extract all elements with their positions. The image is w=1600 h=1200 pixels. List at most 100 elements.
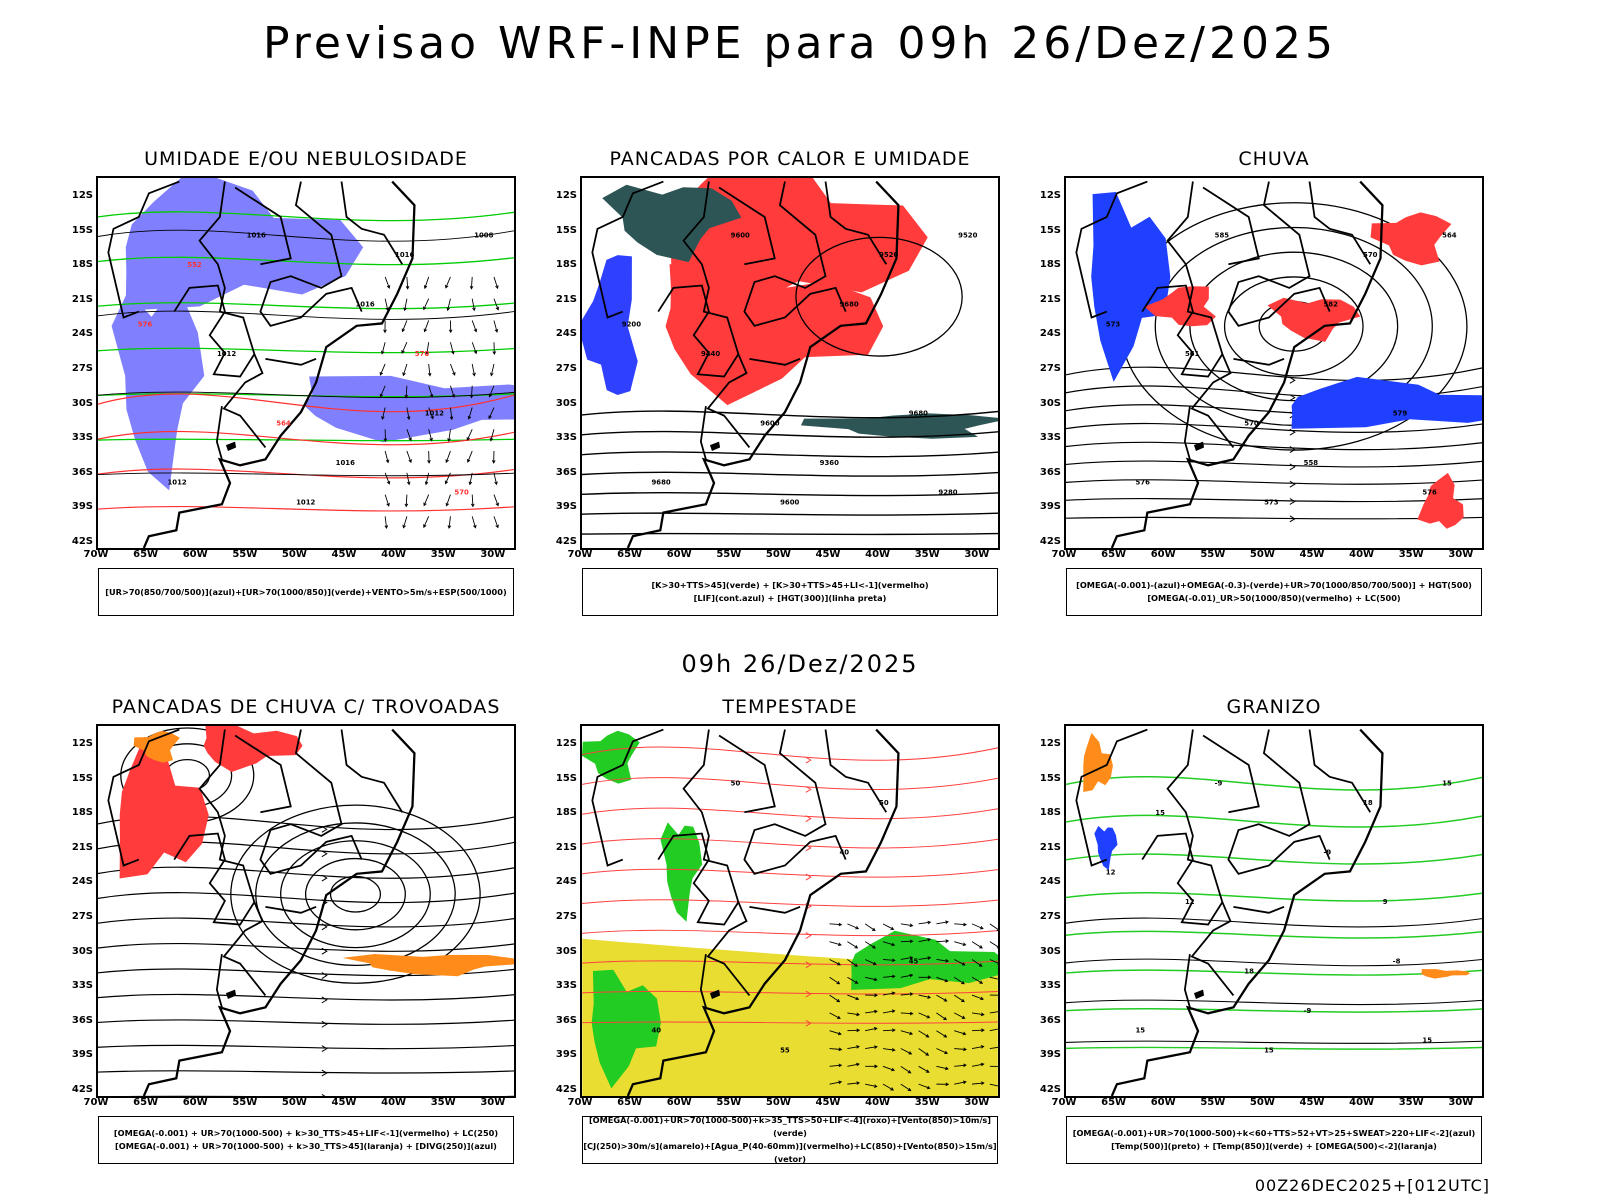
omega-area: [1291, 376, 1482, 429]
contour-label: 570: [1363, 251, 1378, 259]
lagoon: [225, 989, 237, 1000]
border-line: [1227, 181, 1331, 327]
contour-label: 576: [1135, 479, 1150, 487]
wind-vector: [829, 941, 842, 946]
lat-tick: 36S: [555, 1014, 577, 1026]
height-contour: [582, 430, 998, 438]
lon-tick: 60W: [182, 1097, 208, 1108]
streamline-arrow: [805, 1019, 812, 1027]
wind-vector: [989, 1083, 998, 1087]
lon-tick: 40W: [865, 549, 891, 560]
lon-tick: 70W: [83, 1097, 109, 1108]
wind-vector: [882, 941, 896, 947]
wind-vector: [882, 1065, 896, 1072]
wind-850-area: [851, 930, 998, 990]
wind-vector: [900, 923, 914, 928]
lat-tick: 21S: [555, 841, 577, 853]
contour-label: 1016: [336, 459, 355, 467]
wind-vector: [492, 342, 497, 356]
rain-area: [1144, 286, 1216, 327]
streamline-oval: [280, 840, 431, 949]
wind-vector: [447, 429, 451, 442]
border-line: [591, 180, 664, 319]
lat-tick: 21S: [1039, 293, 1061, 305]
water-contour: [582, 929, 998, 937]
water-contour: [582, 838, 998, 849]
coastline: [142, 728, 416, 1096]
temp-500-contour: [1066, 1040, 1482, 1044]
lat-tick: 18S: [71, 807, 93, 819]
omega-area: [1091, 192, 1171, 382]
lon-tick: 50W: [281, 1097, 307, 1108]
lat-tick: 42S: [1039, 536, 1061, 547]
wind-vector: [882, 1028, 896, 1032]
contour-label: -9: [1323, 849, 1331, 857]
contour-label: 570: [415, 350, 430, 358]
contour-label: 558: [1304, 459, 1319, 467]
wind-vector: [865, 1064, 878, 1069]
lat-tick: 27S: [555, 363, 577, 374]
wind-vector: [865, 1009, 878, 1014]
contour-label: -8: [1393, 957, 1401, 965]
wind-vector: [493, 494, 499, 507]
wind-vector: [936, 1065, 949, 1071]
lon-tick: 50W: [281, 549, 307, 560]
contour-label: 50: [731, 779, 741, 787]
wind-vector: [900, 939, 914, 944]
coastline: [142, 180, 416, 548]
temp-500-contour: [1066, 999, 1482, 1006]
panel-title: PANCADAS POR CALOR E UMIDADE: [609, 148, 971, 170]
contour-label: 9600: [760, 419, 779, 427]
lat-tick: 18S: [71, 259, 93, 271]
lat-tick: 15S: [71, 772, 93, 784]
humidity-upper-area: [304, 375, 514, 443]
wind-vector: [427, 451, 431, 464]
contour-label: 1008: [474, 231, 493, 239]
wind-vector: [954, 922, 968, 927]
wind-vector: [379, 385, 386, 398]
wind-vector: [954, 1047, 968, 1052]
lon-tick: 50W: [765, 549, 791, 560]
contour-label: 15: [1264, 1046, 1274, 1054]
border-line: [1166, 181, 1235, 449]
contour-label: 579: [1393, 409, 1408, 417]
wind-vector: [406, 429, 412, 442]
lon-tick: 30W: [1448, 549, 1474, 560]
lat-tick: 33S: [71, 980, 93, 992]
streamline-arrow: [1289, 498, 1296, 505]
wind-vector: [900, 1048, 913, 1055]
wind-vector: [829, 1080, 843, 1085]
wind-vector: [384, 450, 390, 464]
height-contour: [582, 471, 998, 477]
border-line: [1141, 832, 1224, 926]
lat-tick: 33S: [71, 432, 93, 444]
legend-line: [LIF](cont.azul) + [HGT(300)](linha pret…: [693, 593, 887, 603]
wind-vector: [383, 429, 388, 443]
wind-vector: [423, 516, 430, 529]
wind-vector: [989, 941, 998, 949]
temp-850-contour: [1066, 930, 1482, 939]
lat-tick: 42S: [71, 536, 93, 547]
border-line: [1233, 905, 1285, 914]
wind-vector: [864, 941, 876, 949]
wind-vector: [446, 298, 451, 312]
lat-tick: 39S: [1039, 1049, 1061, 1061]
wind-vector: [971, 1081, 985, 1085]
lagoon: [709, 989, 721, 1000]
lat-tick: 27S: [71, 363, 93, 374]
lon-tick: 45W: [815, 1097, 841, 1108]
wind-vector: [989, 1046, 998, 1049]
wind-vector: [450, 363, 456, 376]
wind-vector: [971, 976, 984, 984]
wind-vector: [471, 363, 476, 377]
wind-850-area: [582, 730, 640, 784]
wind-vector: [490, 363, 495, 377]
streamline-arrow: [805, 756, 812, 764]
contour-label: 12: [1106, 868, 1116, 876]
border-line: [749, 905, 801, 914]
mid-title: 09h 26/Dez/2025: [681, 650, 919, 678]
streamline: [98, 942, 514, 952]
map-panel: 1016 1016 1012 1012 1012 1016 1008 1012 1016 570 5…: [96, 176, 516, 550]
wind-vector: [900, 1011, 914, 1016]
wind-vector: [448, 320, 453, 334]
